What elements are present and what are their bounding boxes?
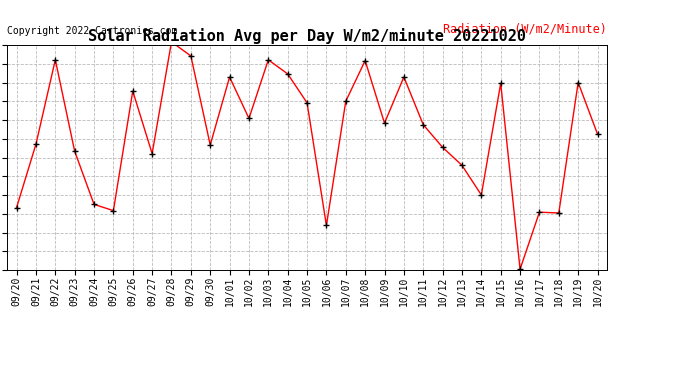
Title: Solar Radiation Avg per Day W/m2/minute 20221020: Solar Radiation Avg per Day W/m2/minute …: [88, 28, 526, 44]
Text: Copyright 2022 Cartronics.com: Copyright 2022 Cartronics.com: [7, 26, 177, 36]
Text: Radiation (W/m2/Minute): Radiation (W/m2/Minute): [444, 23, 607, 36]
